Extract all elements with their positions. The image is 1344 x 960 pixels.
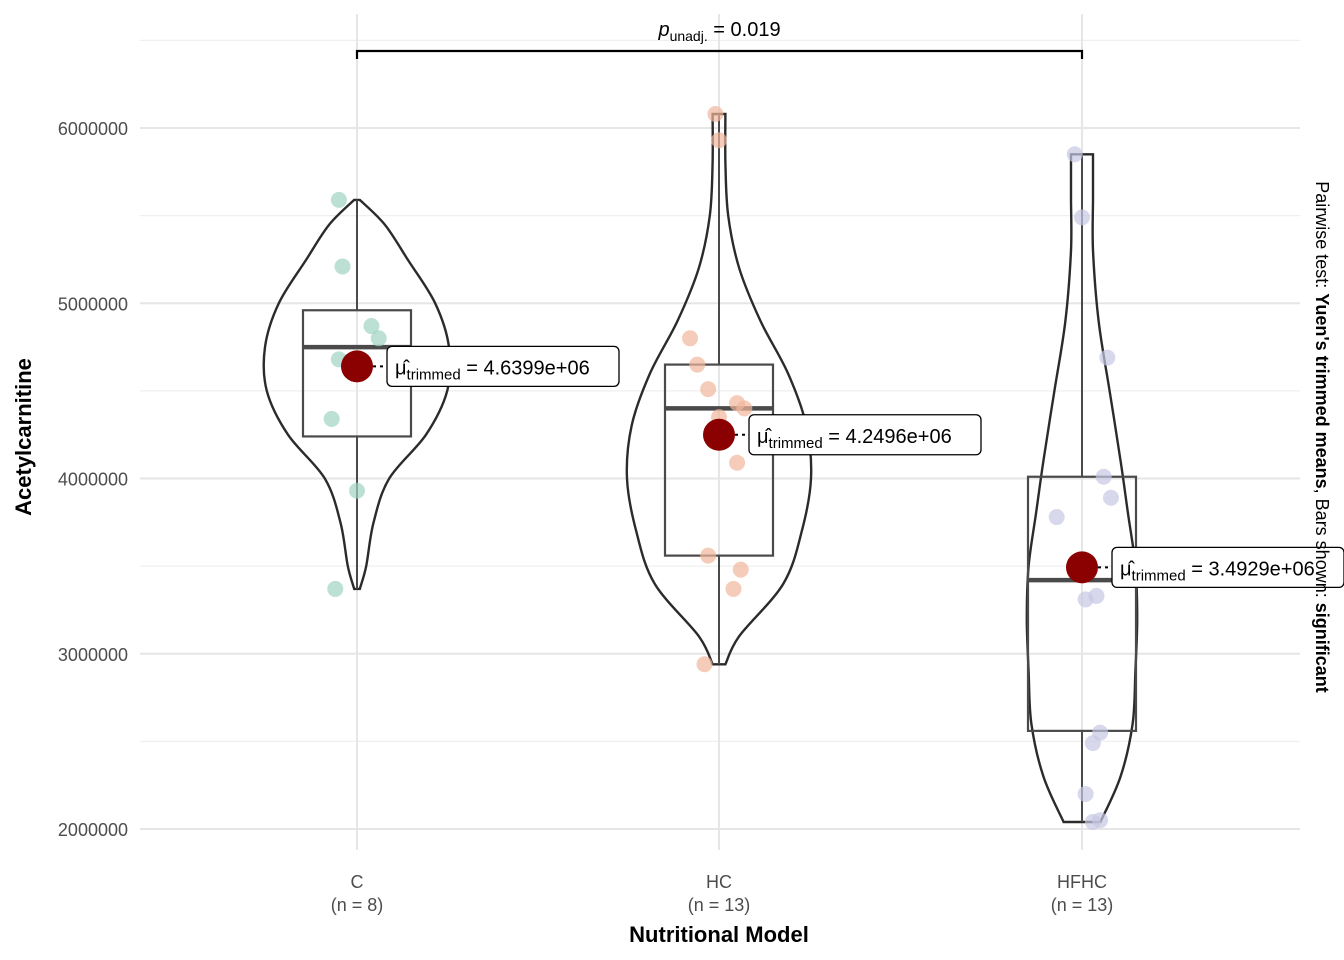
data-point xyxy=(334,258,351,275)
data-point xyxy=(696,656,713,673)
x-tick-label-HC: HC xyxy=(706,872,732,892)
data-point xyxy=(330,191,347,208)
caption-prefix: Pairwise test: xyxy=(1312,181,1332,293)
y-tick-label: 2000000 xyxy=(58,820,128,840)
mean-label-box xyxy=(1111,546,1344,589)
data-point xyxy=(711,132,727,149)
p-value: = 0.019 xyxy=(708,19,781,41)
x-tick-label-C: C xyxy=(351,872,364,892)
mean-label-subscript: trimmed xyxy=(769,435,823,452)
p-symbol: p xyxy=(657,19,669,41)
x-axis-title: Nutritional Model xyxy=(629,922,809,947)
data-point xyxy=(323,410,340,427)
x-tick-n-label: (n = 8) xyxy=(331,895,384,915)
data-point xyxy=(1066,146,1083,163)
data-point xyxy=(736,400,753,417)
data-point xyxy=(1077,591,1094,608)
x-axis-tick-labels: C (n = 8) HC (n = 13) HFHC (n = 13) xyxy=(331,872,1114,915)
group-C: μ̂trimmed = 4.6399e+06 xyxy=(262,191,620,597)
trimmed-mean-marker xyxy=(1066,551,1098,584)
box-HFHC xyxy=(1026,475,1138,732)
mean-label-box xyxy=(386,345,620,388)
data-point xyxy=(1084,735,1101,752)
x-tick-n-label: (n = 13) xyxy=(688,895,751,915)
groups-layer: μ̂trimmed = 4.6399e+06 μ̂trimmed = 4.2496… xyxy=(262,105,1344,830)
x-tick-n-label: (n = 13) xyxy=(1051,895,1114,915)
data-point xyxy=(1095,468,1112,485)
data-point xyxy=(729,454,746,471)
violin-C xyxy=(262,198,452,591)
data-point xyxy=(363,318,380,335)
x-tick-label-HFHC: HFHC xyxy=(1057,872,1107,892)
significance-bracket: punadj. = 0.019 xyxy=(355,19,1084,59)
mean-label-value: = 3.4929e+06 xyxy=(1186,558,1315,580)
data-point xyxy=(689,356,706,373)
data-point xyxy=(1077,785,1094,802)
y-tick-label: 6000000 xyxy=(58,119,128,139)
data-point xyxy=(1099,349,1116,366)
caption-test-name: Yuen's trimmed means xyxy=(1312,293,1332,488)
y-axis-title: Acetylcarnitine xyxy=(11,358,36,516)
data-point xyxy=(327,580,344,597)
trimmed-mean-marker xyxy=(341,350,373,383)
data-point xyxy=(1102,489,1119,506)
mean-label-value: = 4.2496e+06 xyxy=(823,426,952,448)
caption-bars: significant xyxy=(1312,603,1332,693)
y-tick-label: 5000000 xyxy=(58,294,128,314)
right-caption: Pairwise test: Yuen's trimmed means, Bar… xyxy=(1312,181,1332,692)
y-tick-label: 3000000 xyxy=(58,645,128,665)
mean-label-text: μ̂trimmed = 3.4929e+06 xyxy=(1120,558,1315,584)
mean-label-text: μ̂trimmed = 4.2496e+06 xyxy=(757,426,952,452)
trimmed-mean-marker xyxy=(703,418,735,451)
mean-label-subscript: trimmed xyxy=(1132,567,1186,584)
y-axis-tick-labels: 2000000 3000000 4000000 5000000 6000000 xyxy=(58,119,128,840)
mean-label-box xyxy=(748,414,982,456)
data-point xyxy=(707,105,724,122)
data-point xyxy=(682,330,699,347)
data-point xyxy=(700,381,717,398)
mean-label-value: = 4.6399e+06 xyxy=(461,357,590,379)
group-HFHC: μ̂trimmed = 3.4929e+06 xyxy=(1025,146,1344,830)
data-point xyxy=(725,580,742,597)
data-point xyxy=(1074,209,1090,226)
data-point xyxy=(349,482,365,499)
data-point xyxy=(700,547,717,564)
bracket-line xyxy=(355,49,1084,59)
box-HC xyxy=(663,363,775,557)
caption-middle: , Bars shown: xyxy=(1312,489,1332,603)
data-point xyxy=(1084,813,1101,830)
y-tick-label: 4000000 xyxy=(58,470,128,490)
mean-label-subscript: trimmed xyxy=(407,366,461,383)
data-point xyxy=(1048,509,1065,526)
data-point xyxy=(370,330,387,347)
data-point xyxy=(732,561,749,578)
group-HC: μ̂trimmed = 4.2496e+06 xyxy=(625,105,982,673)
p-value-label: punadj. = 0.019 xyxy=(657,19,780,44)
p-subscript: unadj. xyxy=(670,28,708,44)
